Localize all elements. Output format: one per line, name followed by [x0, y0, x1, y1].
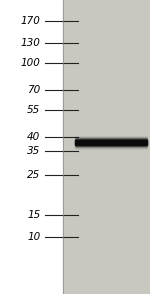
Bar: [75, 136, 147, 137]
Text: 10: 10: [27, 232, 40, 242]
Text: 25: 25: [27, 170, 40, 180]
Text: 35: 35: [27, 146, 40, 156]
Bar: [75, 147, 147, 148]
Text: 15: 15: [27, 210, 40, 220]
Bar: [75, 140, 147, 145]
Bar: [75, 137, 147, 138]
Bar: [0, 0, 63, 294]
Text: 55: 55: [27, 105, 40, 115]
Bar: [75, 146, 147, 147]
Bar: [75, 140, 147, 141]
Bar: [75, 138, 147, 139]
Bar: [75, 141, 147, 142]
Bar: [75, 139, 147, 140]
Text: 100: 100: [21, 58, 40, 68]
Bar: [75, 144, 147, 145]
Text: 40: 40: [27, 132, 40, 142]
Bar: [75, 142, 147, 143]
Text: 70: 70: [27, 85, 40, 95]
Bar: [75, 145, 147, 146]
Bar: [75, 143, 147, 144]
Text: 130: 130: [21, 38, 40, 48]
Text: 170: 170: [21, 16, 40, 26]
Bar: [63, 0, 150, 294]
